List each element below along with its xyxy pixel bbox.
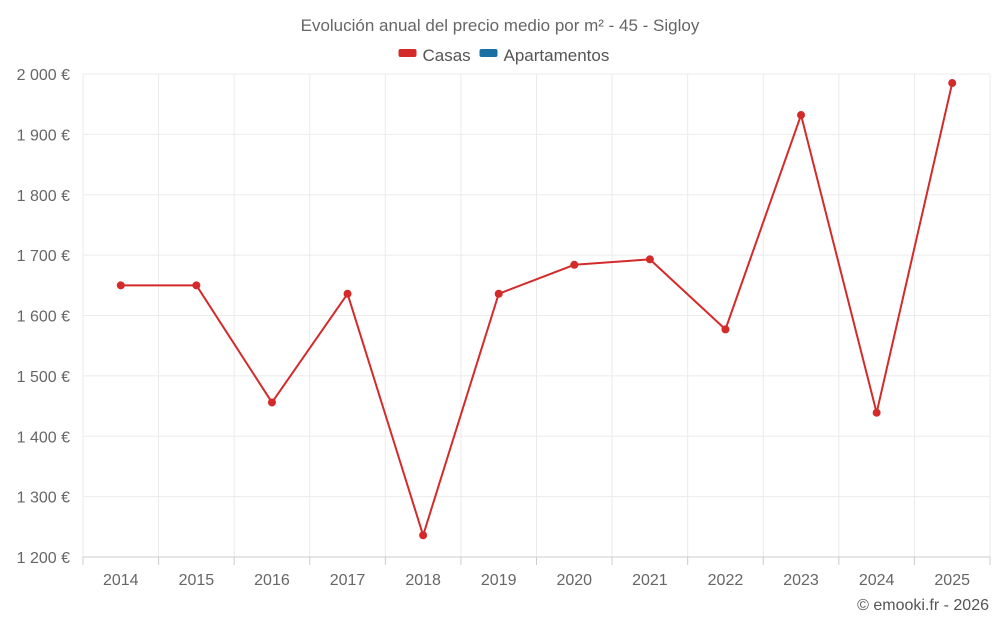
data-point[interactable] [343, 289, 352, 298]
x-tick-label: 2019 [481, 572, 517, 589]
legend-swatch [398, 49, 417, 57]
grid-lines [82, 73, 991, 558]
copyright-text: © emooki.fr - 2026 [857, 597, 989, 614]
x-tick-label: 2018 [405, 572, 441, 589]
y-tick-label: 1 900 € [17, 127, 70, 144]
legend: Casas Apartamentos [398, 46, 610, 65]
series-line-casas [120, 82, 954, 537]
legend-label[interactable]: Casas [423, 46, 471, 65]
y-tick-label: 1 600 € [17, 309, 70, 326]
x-tick-label: 2016 [254, 572, 290, 589]
x-tick-label: 2020 [556, 572, 592, 589]
legend-label[interactable]: Apartamentos [504, 46, 610, 65]
y-tick-label: 1 400 € [17, 429, 70, 446]
x-tick-label: 2014 [103, 572, 139, 589]
y-tick-label: 2 000 € [17, 67, 70, 84]
axes: 1 200 € 1 300 € 1 400 € 1 500 € 1 600 € 1 700… [17, 67, 991, 589]
x-tick-label: 2021 [632, 572, 668, 589]
data-point[interactable] [116, 281, 125, 290]
legend-swatch [479, 49, 498, 57]
data-point[interactable] [948, 79, 957, 88]
series-layer [116, 79, 957, 540]
data-point[interactable] [721, 325, 730, 334]
y-tick-label: 1 700 € [17, 248, 70, 265]
x-tick-label: 2015 [179, 572, 215, 589]
y-tick-label: 1 800 € [17, 188, 70, 205]
data-point[interactable] [645, 255, 654, 264]
data-point[interactable] [797, 111, 806, 120]
data-point[interactable] [267, 398, 276, 407]
data-point[interactable] [192, 281, 201, 290]
x-tick-label: 2022 [708, 572, 744, 589]
x-tick-label: 2025 [934, 572, 970, 589]
chart-title: Evolución anual del precio medio por m² … [301, 16, 700, 35]
x-tick-label: 2023 [783, 572, 819, 589]
data-point[interactable] [494, 289, 503, 298]
data-point[interactable] [570, 260, 579, 269]
y-tick-label: 1 300 € [17, 490, 70, 507]
x-tick-label: 2017 [330, 572, 366, 589]
x-tick-label: 2024 [859, 572, 895, 589]
y-tick-label: 1 200 € [17, 550, 70, 567]
data-point[interactable] [419, 531, 428, 540]
y-tick-label: 1 500 € [17, 369, 70, 386]
data-point[interactable] [872, 408, 881, 417]
